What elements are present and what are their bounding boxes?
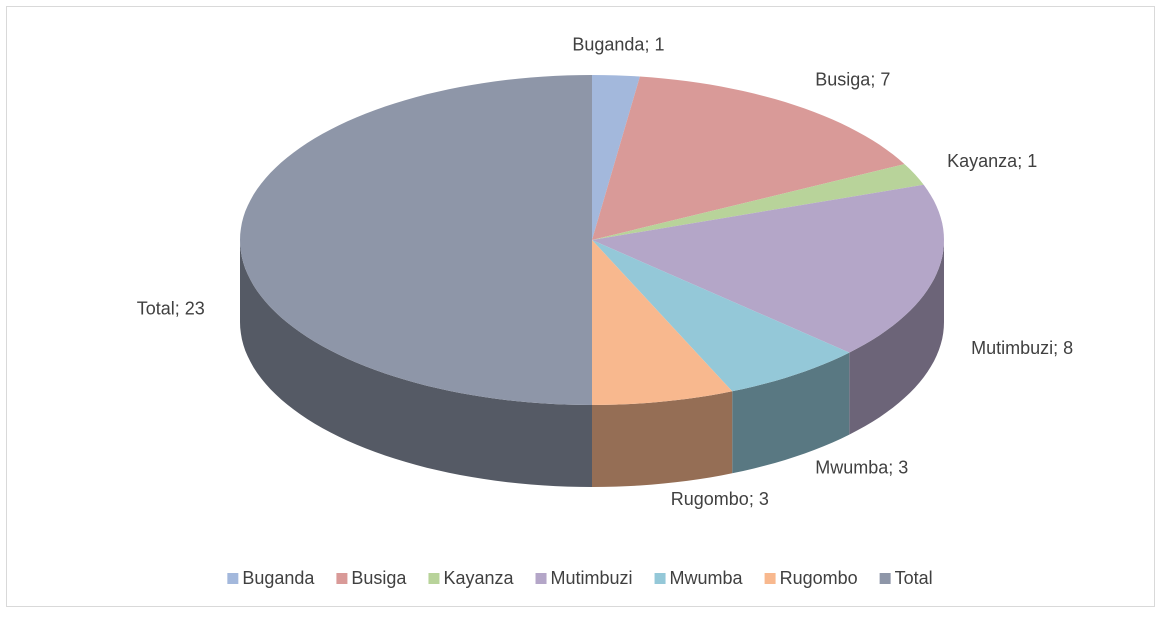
data-label: Buganda; 1 (572, 35, 664, 55)
legend-label: Buganda (242, 568, 315, 588)
slice (592, 164, 924, 240)
legend-label: Mwumba (670, 568, 744, 588)
slice (592, 75, 640, 240)
legend-label: Total (895, 568, 933, 588)
slice-side (849, 240, 944, 435)
legend-label: Busiga (351, 568, 407, 588)
legend-label: Mutimbuzi (551, 568, 633, 588)
legend-swatch (227, 573, 239, 584)
legend-swatch (764, 573, 776, 584)
data-label: Busiga; 7 (815, 70, 890, 90)
data-label: Mutimbuzi; 8 (971, 338, 1073, 358)
legend-label: Rugombo (780, 568, 858, 588)
data-label: Mwumba; 3 (815, 458, 908, 478)
data-label: Kayanza; 1 (947, 151, 1037, 171)
data-label: Total; 23 (137, 298, 205, 318)
slice (592, 240, 733, 405)
legend-swatch (535, 573, 547, 584)
slice-side (732, 352, 850, 474)
legend-swatch (879, 573, 891, 584)
slice (240, 75, 592, 405)
legend-swatch (654, 573, 666, 584)
legend-swatch (428, 573, 440, 584)
slice-side (240, 240, 592, 487)
legend-swatch (336, 573, 348, 584)
slice (592, 240, 850, 392)
slice-side (592, 391, 733, 487)
slice (592, 76, 905, 240)
slice (592, 184, 944, 353)
data-label: Rugombo; 3 (671, 489, 769, 509)
legend-label: Kayanza (443, 568, 514, 588)
